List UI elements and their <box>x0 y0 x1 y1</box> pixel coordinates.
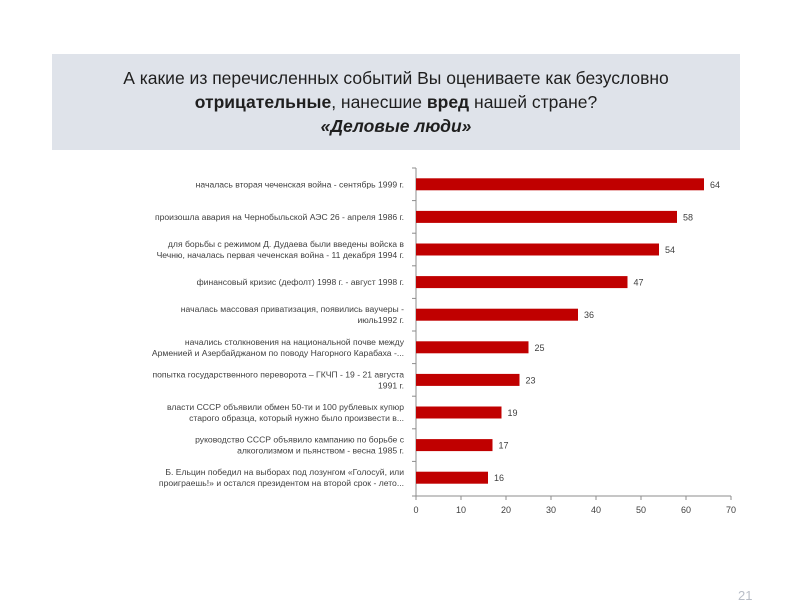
bar-value-label: 16 <box>494 473 504 483</box>
bar <box>416 243 659 256</box>
bar <box>416 276 628 289</box>
x-tick-label: 60 <box>681 505 691 515</box>
slide-number: 21 <box>738 588 753 603</box>
title-text-mid: , нанесшие <box>331 92 427 112</box>
bar <box>416 406 502 419</box>
bar <box>416 373 520 386</box>
title-line-1: А какие из перечисленных событий Вы оцен… <box>123 68 669 88</box>
bar <box>416 471 488 484</box>
category-label: для борьбы с режимом Д. Дудаева были вве… <box>168 239 405 249</box>
x-tick-label: 20 <box>501 505 511 515</box>
category-label: Чечню, началась первая чеченская война -… <box>157 250 404 260</box>
category-label: произошла авария на Чернобыльской АЭС 26… <box>155 212 404 222</box>
chart-subtitle: «Деловые люди» <box>320 116 472 136</box>
bar-value-label: 58 <box>683 212 693 222</box>
bar <box>416 308 578 321</box>
category-label: алкоголизмом и пьянством - весна 1985 г. <box>237 446 404 456</box>
bar <box>416 178 704 191</box>
bar-value-label: 17 <box>499 441 509 451</box>
title-bold-harm: вред <box>426 92 470 112</box>
bar-value-label: 19 <box>508 408 518 418</box>
bar-value-label: 64 <box>710 180 720 190</box>
category-label: попытка государственного переворота – ГК… <box>152 369 404 379</box>
x-tick-label: 0 <box>413 505 418 515</box>
bar-value-label: 25 <box>535 343 545 353</box>
bar <box>416 341 529 354</box>
x-tick-label: 50 <box>636 505 646 515</box>
bar <box>416 210 677 223</box>
title-text-end: нашей стране? <box>469 92 598 112</box>
x-tick-label: 30 <box>546 505 556 515</box>
category-label: Арменией и Азербайджаном по поводу Нагор… <box>152 348 404 358</box>
title-box: А какие из перечисленных событий Вы оцен… <box>52 54 740 150</box>
category-label: проиграешь!» и остался президентом на вт… <box>159 478 404 488</box>
category-label: руководство СССР объявило кампанию по бо… <box>195 435 405 445</box>
title-line-2: отрицательные, нанесшие вред нашей стран… <box>195 90 597 114</box>
x-tick-label: 40 <box>591 505 601 515</box>
category-label: началась массовая приватизация, появилис… <box>181 304 404 314</box>
bar-value-label: 36 <box>584 310 594 320</box>
category-label: июль1992 г. <box>357 315 404 325</box>
bar-value-label: 23 <box>526 375 536 385</box>
category-label: старого образца, который нужно было прои… <box>189 413 404 423</box>
category-label: финансовый кризис (дефолт) 1998 г. - авг… <box>197 277 404 287</box>
title-bold-negative: отрицательные <box>194 92 332 112</box>
x-tick-label: 10 <box>456 505 466 515</box>
category-label: начались столкновения на национальной по… <box>185 337 405 347</box>
category-label: Б. Ельцин победил на выборах под лозунго… <box>165 467 404 477</box>
category-label: власти СССР объявили обмен 50-ти и 100 р… <box>167 402 404 412</box>
bar-value-label: 47 <box>634 278 644 288</box>
category-label: началась вторая чеченская война - сентяб… <box>196 179 404 189</box>
bar <box>416 439 493 452</box>
bar-value-label: 54 <box>665 245 675 255</box>
category-label: 1991 г. <box>378 380 404 390</box>
x-tick-label: 70 <box>726 505 736 515</box>
